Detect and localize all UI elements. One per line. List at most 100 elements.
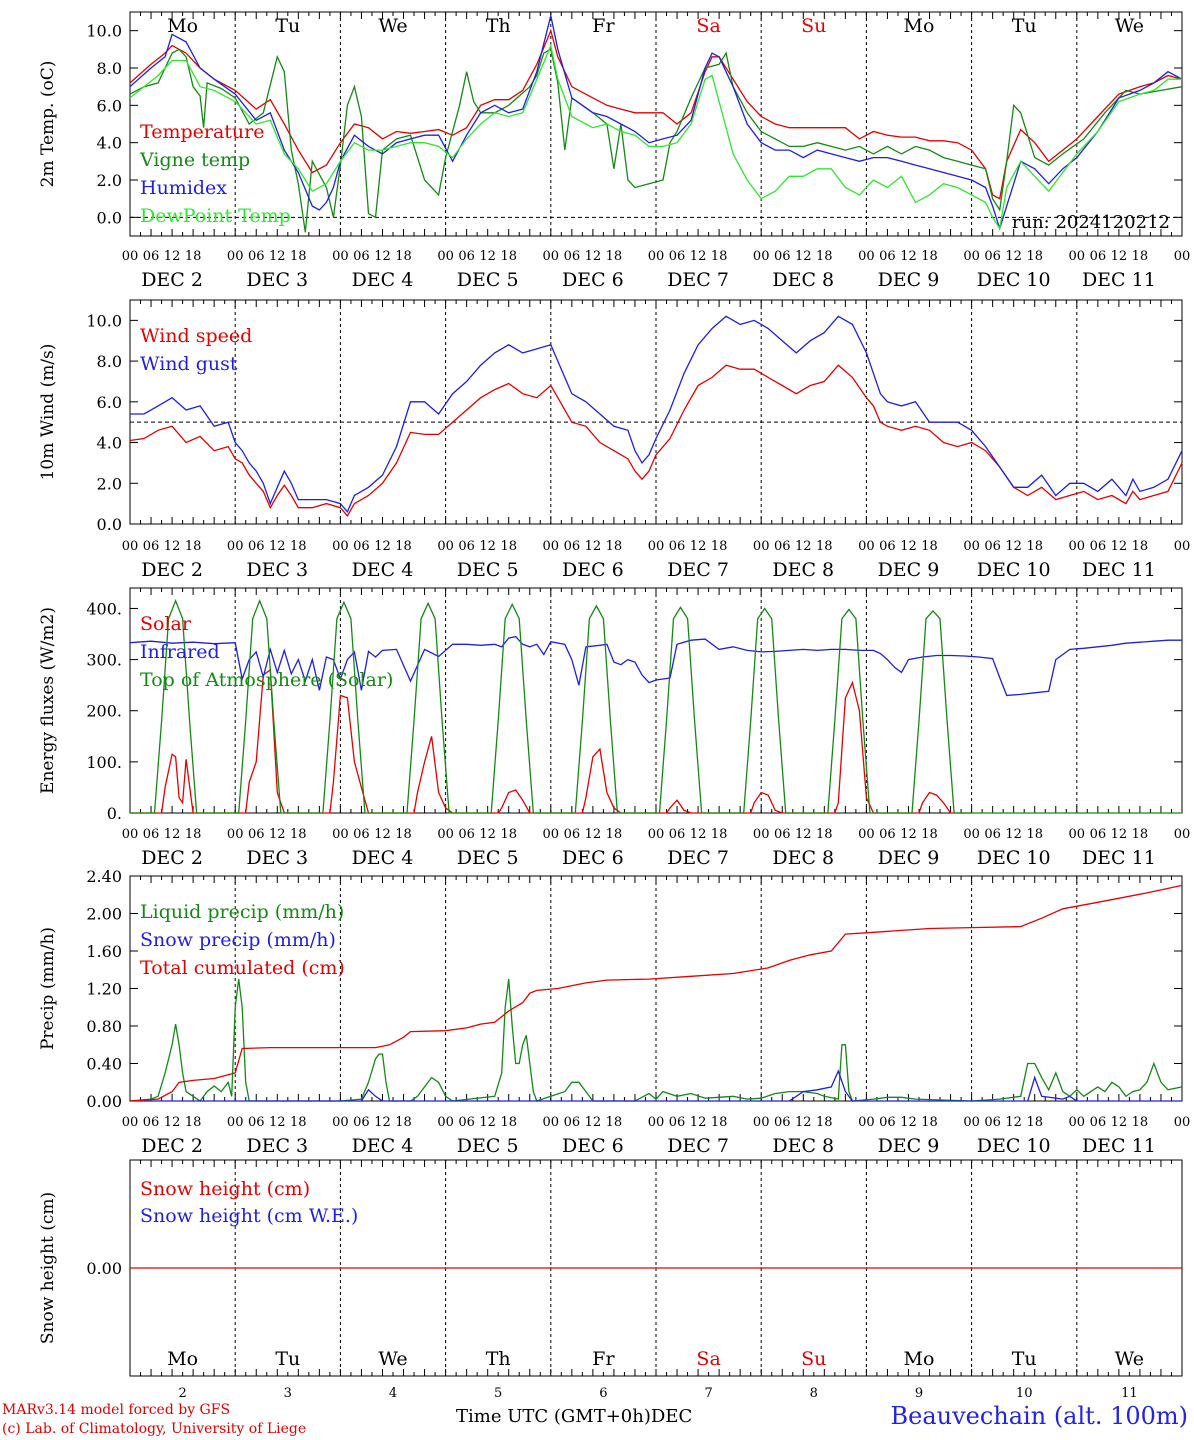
series-line <box>129 28 1183 200</box>
legend-entry: DewPoint Temp <box>140 205 291 227</box>
date-label: DEC 3 <box>246 847 308 869</box>
hour-tick-label: 06 <box>143 827 160 842</box>
hour-tick-label: 12 <box>374 1115 391 1130</box>
date-label: DEC 6 <box>562 1135 624 1157</box>
model-credit: MARv3.14 model forced by GFS <box>2 1402 231 1418</box>
hour-tick-label: 00 <box>753 1115 770 1130</box>
y-tick-label: 2.40 <box>86 867 122 886</box>
hour-tick-label: 18 <box>290 539 307 554</box>
hour-tick-label: 00 <box>1174 827 1191 842</box>
date-label: DEC 6 <box>562 559 624 581</box>
hour-tick-label: 12 <box>900 539 917 554</box>
hour-tick-label: 00 <box>227 1115 244 1130</box>
y-tick-label: 0.00 <box>86 1092 122 1111</box>
date-label: DEC 10 <box>977 269 1051 291</box>
hour-tick-label: 00 <box>963 539 980 554</box>
hour-tick-label: 06 <box>669 1115 686 1130</box>
weekday-label: Tu <box>275 1348 300 1370</box>
day-number-label: 2 <box>178 1386 186 1400</box>
hour-tick-label: 00 <box>648 539 665 554</box>
day-number-label: 11 <box>1121 1386 1138 1400</box>
legend-entry: Snow height (cm) <box>140 1178 310 1200</box>
hour-tick-label: 00 <box>227 539 244 554</box>
hour-tick-label: 00 <box>1174 249 1191 264</box>
legend-entry: Humidex <box>140 177 227 199</box>
hour-tick-label: 12 <box>690 1115 707 1130</box>
hour-tick-label: 00 <box>122 539 139 554</box>
hour-tick-label: 18 <box>1026 1115 1043 1130</box>
hour-tick-label: 00 <box>753 249 770 264</box>
hour-tick-label: 00 <box>858 827 875 842</box>
series-line <box>129 15 1183 231</box>
hour-tick-label: 18 <box>606 539 623 554</box>
y-tick-label: 10.0 <box>86 311 122 330</box>
date-label: DEC 6 <box>562 847 624 869</box>
y-tick-label: 1.20 <box>86 980 122 999</box>
hour-tick-label: 18 <box>816 827 833 842</box>
hour-tick-label: 00 <box>753 539 770 554</box>
y-tick-label: 2.00 <box>86 905 122 924</box>
date-label: DEC 9 <box>878 559 940 581</box>
y-tick-label: 8.0 <box>97 352 122 371</box>
hour-tick-label: 00 <box>332 539 349 554</box>
date-label: DEC 3 <box>246 269 308 291</box>
hour-tick-label: 18 <box>711 539 728 554</box>
hour-tick-label: 06 <box>984 1115 1001 1130</box>
panel-3 <box>129 587 1183 814</box>
hour-tick-label: 12 <box>269 827 286 842</box>
day-number-label: 8 <box>810 1386 818 1400</box>
legend-entry: Top of Atmosphere (Solar) <box>140 669 393 691</box>
hour-tick-label: 06 <box>984 827 1001 842</box>
hour-tick-label: 06 <box>248 1115 265 1130</box>
date-label: DEC 5 <box>457 269 519 291</box>
hour-tick-label: 18 <box>1132 249 1149 264</box>
date-label: DEC 11 <box>1082 269 1156 291</box>
hour-tick-label: 18 <box>500 539 517 554</box>
y-tick-label: 0.80 <box>86 1017 122 1036</box>
hour-tick-label: 12 <box>1111 1115 1128 1130</box>
y-tick-label: 0.0 <box>97 208 122 227</box>
y-axis-label: Precip (mm/h) <box>38 927 58 1050</box>
hour-tick-label: 12 <box>795 249 812 264</box>
panel-1 <box>129 11 1183 237</box>
hour-tick-label: 12 <box>900 1115 917 1130</box>
date-label: DEC 10 <box>977 847 1051 869</box>
date-label: DEC 11 <box>1082 1135 1156 1157</box>
hour-tick-label: 00 <box>1069 827 1086 842</box>
date-label: DEC 5 <box>457 559 519 581</box>
hour-tick-label: 12 <box>479 1115 496 1130</box>
weekday-label: Tu <box>1012 15 1037 37</box>
y-tick-label: 0.40 <box>86 1055 122 1074</box>
panel-4 <box>129 875 1183 1102</box>
hour-tick-label: 18 <box>711 827 728 842</box>
date-label: DEC 4 <box>352 269 414 291</box>
hour-tick-label: 12 <box>479 539 496 554</box>
day-number-label: 10 <box>1016 1386 1033 1400</box>
hour-tick-label: 06 <box>879 1115 896 1130</box>
hour-tick-label: 12 <box>690 827 707 842</box>
hour-tick-label: 18 <box>185 1115 202 1130</box>
hour-tick-label: 06 <box>458 539 475 554</box>
weekday-label: Th <box>486 1348 511 1370</box>
weekday-label: Mo <box>904 15 935 37</box>
weekday-label: We <box>378 1348 407 1370</box>
y-tick-label: 1.60 <box>86 942 122 961</box>
date-label: DEC 7 <box>667 1135 729 1157</box>
hour-tick-label: 12 <box>795 1115 812 1130</box>
y-tick-label: 4.0 <box>97 434 122 453</box>
y-tick-label: 200. <box>86 702 122 721</box>
hour-tick-label: 18 <box>185 827 202 842</box>
legend-entry: Solar <box>140 613 192 635</box>
hour-tick-label: 12 <box>374 249 391 264</box>
hour-tick-label: 00 <box>437 249 454 264</box>
hour-tick-label: 12 <box>585 539 602 554</box>
hour-tick-label: 06 <box>458 827 475 842</box>
y-tick-label: 8.0 <box>97 59 122 78</box>
date-label: DEC 5 <box>457 1135 519 1157</box>
series-line <box>129 364 1183 518</box>
hour-tick-label: 06 <box>774 539 791 554</box>
hour-tick-label: 12 <box>269 249 286 264</box>
time-axis-text: Time UTC (GMT+0h) <box>456 1406 651 1427</box>
hour-tick-label: 06 <box>879 249 896 264</box>
hour-tick-label: 12 <box>479 249 496 264</box>
